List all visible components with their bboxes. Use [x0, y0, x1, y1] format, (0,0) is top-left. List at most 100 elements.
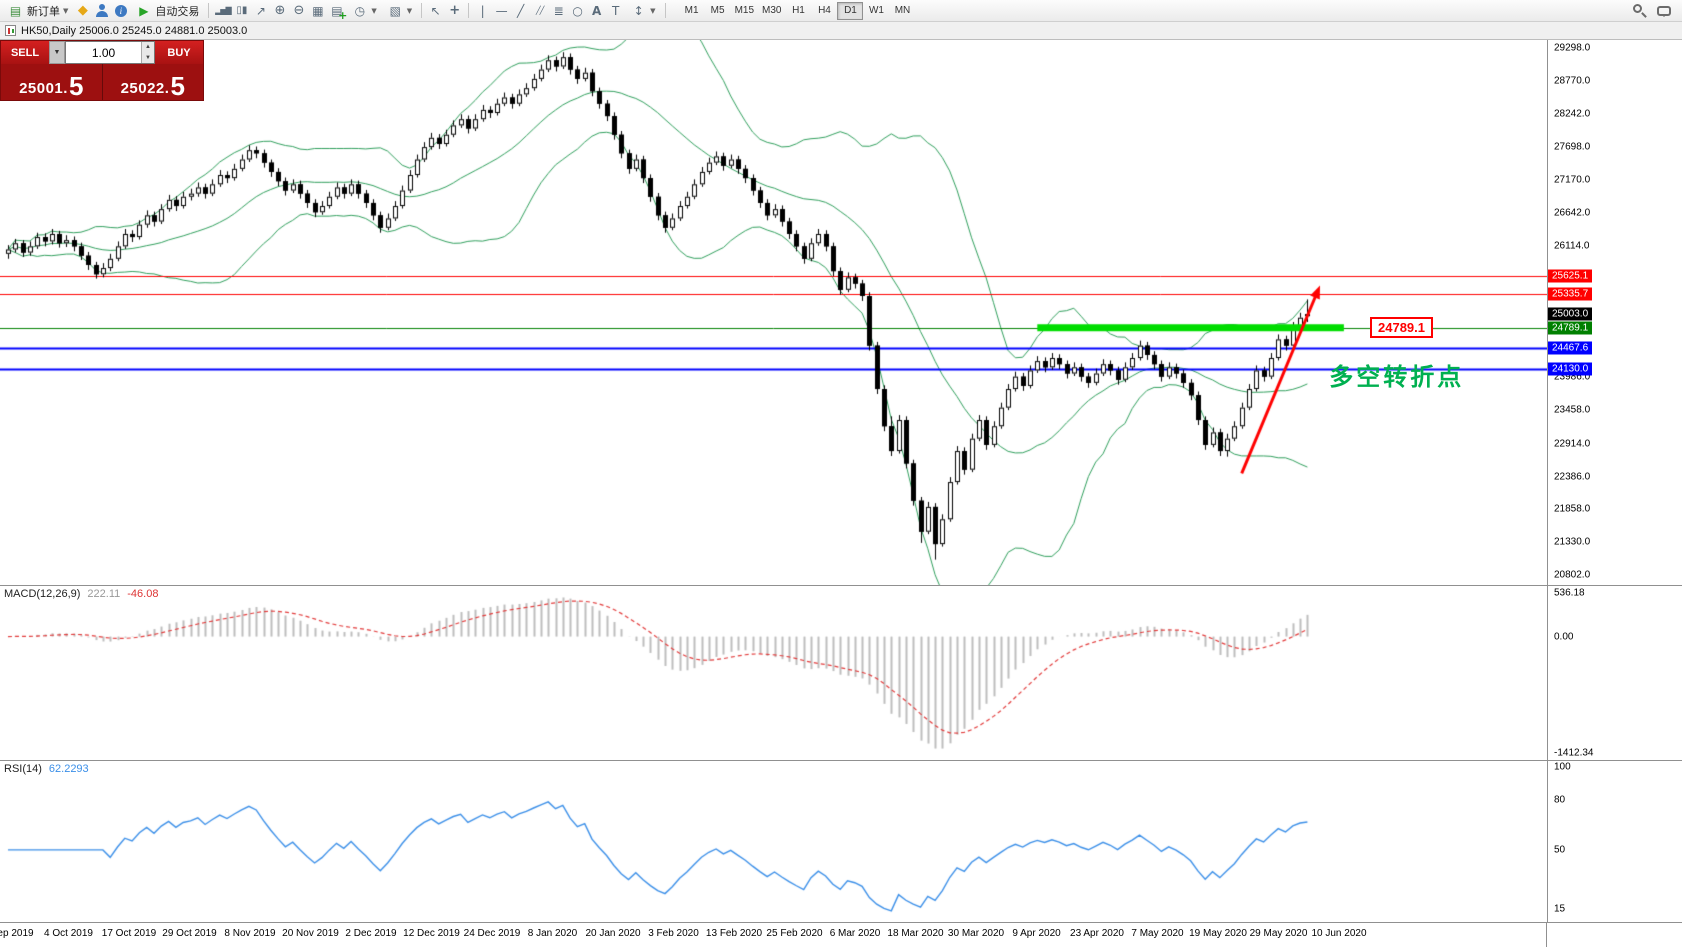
zoom-out-button[interactable]: ⊖ [293, 3, 305, 18]
price-scale-label: 22386.0 [1554, 471, 1591, 483]
price-scale-label: 28242.0 [1554, 108, 1591, 119]
zoom-in-button[interactable]: ⊕ [274, 3, 286, 18]
main-toolbar: ▤ 新订单 ▼ ◆ i ▶ 自动交易 ▂▅▇ ▯▮ ↗ ⊕ ⊖ ▦ ▤ + ◷ ▼… [0, 0, 1682, 22]
volume-input[interactable]: 1.00 ▲ ▼ [65, 41, 155, 64]
macd-scale[interactable]: 536.18 0.00 -1412.34 [1547, 586, 1682, 760]
bar-chart-button[interactable]: ▂▅▇ [214, 2, 232, 19]
arrows-button[interactable]: ↕ ▼ [626, 1, 659, 21]
buy-price-pip: 5 [170, 71, 185, 101]
chart-window-icon [5, 25, 16, 36]
time-axis-label: 2 Dec 2019 [345, 928, 397, 939]
info-icon[interactable]: i [112, 2, 129, 19]
price-scale-label: 23458.0 [1554, 404, 1591, 416]
tile-windows-button[interactable]: ▦ [312, 3, 324, 18]
price-scale-label: 26642.0 [1554, 207, 1591, 219]
macd-main-value: 222.11 [87, 588, 121, 600]
play-icon: ▶ [139, 3, 149, 18]
buy-price[interactable]: 25022. 5 [101, 64, 204, 101]
price-scale-label: 26114.0 [1554, 240, 1590, 251]
autotrading-button[interactable]: ▶ 自动交易 [131, 1, 203, 21]
macd-label: MACD(12,26,9) 222.11 -46.08 [4, 588, 158, 600]
vertical-line-button[interactable]: | [480, 3, 485, 18]
time-axis-label: 25 Feb 2020 [766, 928, 823, 939]
volume-down-icon[interactable]: ▼ [142, 52, 154, 63]
time-axis-label: 12 Dec 2019 [403, 928, 460, 939]
rsi-chart-canvas[interactable] [0, 761, 1547, 922]
timeframe-button-mn[interactable]: MN [894, 5, 911, 16]
chat-icon[interactable] [1657, 5, 1671, 17]
shapes-button[interactable]: ○ [572, 3, 583, 18]
macd-chart-canvas[interactable] [0, 586, 1547, 760]
time-axis-label: 20 Nov 2019 [282, 928, 339, 939]
new-order-label: 新订单 [27, 5, 60, 18]
scale-separator [1546, 923, 1547, 947]
search-icon[interactable] [1632, 3, 1647, 18]
text-label-button[interactable]: T [612, 3, 620, 18]
time-axis-label: 18 Mar 2020 [887, 928, 944, 939]
timeframe-button-w1[interactable]: W1 [868, 5, 884, 16]
chevron-down-icon: ▼ [406, 6, 413, 15]
volume-stepper[interactable]: ▲ ▼ [141, 42, 154, 63]
time-axis-label: 24 Dec 2019 [463, 928, 521, 939]
timeframe-button-m30[interactable]: M30 [762, 5, 782, 16]
channel-button[interactable]: ╱╱ [535, 6, 545, 15]
price-level-badge: 24789.1 [1548, 321, 1593, 335]
time-axis-label: 9 Apr 2020 [1012, 928, 1061, 939]
price-callout[interactable]: 24789.1 [1370, 316, 1433, 338]
add-indicator-button[interactable]: ▤ + [331, 3, 348, 23]
rsi-value: 62.2293 [48, 763, 89, 775]
time-axis-label: 3 Sep 2019 [0, 928, 34, 939]
time-axis-label: 19 May 2020 [1189, 928, 1247, 939]
market-icon[interactable]: ◆ [77, 3, 88, 18]
time-axis-label: 3 Feb 2020 [648, 928, 699, 939]
crosshair-button[interactable]: + [449, 3, 461, 18]
bar-chart-icon: ▂▅▇ [215, 6, 232, 15]
cursor-button[interactable]: ↖ [430, 3, 441, 18]
timeframe-button-m15[interactable]: M15 [734, 5, 755, 16]
time-axis-label: 8 Jan 2020 [527, 928, 578, 939]
buy-button[interactable]: BUY [155, 41, 203, 64]
rsi-scale-label: 100 [1554, 761, 1571, 773]
profile-icon[interactable] [93, 2, 110, 19]
line-chart-button[interactable]: ↗ [255, 3, 266, 18]
chart-area: 24789.1 多空转折点 29298.0 28770.0 28242.0 27698… [0, 40, 1682, 947]
templates-button[interactable]: ▧ ▼ [383, 1, 416, 21]
time-axis-label: 4 Oct 2019 [44, 928, 93, 939]
new-order-button[interactable]: ▤ 新订单 ▼ [3, 1, 72, 21]
candlestick-chart-button[interactable]: ▯▮ [236, 5, 248, 16]
volume-up-icon[interactable]: ▲ [142, 42, 154, 53]
time-axis[interactable]: 3 Sep 2019 4 Oct 2019 17 Oct 2019 29 Oct 20… [0, 923, 1682, 947]
timeframe-button-d1[interactable]: D1 [837, 1, 864, 20]
toolbar-separator [421, 3, 423, 18]
sell-price[interactable]: 25001. 5 [1, 64, 102, 100]
periods-button[interactable]: ◷ ▼ [347, 1, 380, 21]
sell-button[interactable]: SELL [1, 41, 49, 64]
price-scale[interactable]: 29298.0 28770.0 28242.0 27698.0 27170.0 26642… [1547, 40, 1682, 585]
price-level-badge: 25003.0 [1548, 307, 1593, 321]
rsi-scale-label: 80 [1554, 794, 1566, 806]
text-button[interactable]: A [592, 3, 602, 18]
price-level-badge: 25625.1 [1548, 269, 1593, 283]
macd-panel: MACD(12,26,9) 222.11 -46.08 536.18 0.00 -1… [0, 586, 1682, 761]
time-axis-label: 29 Oct 2019 [162, 928, 217, 939]
fibonacci-button[interactable]: ≣ [553, 3, 564, 18]
price-scale-label: 29298.0 [1554, 42, 1591, 54]
price-scale-label: 27170.0 [1554, 174, 1591, 186]
price-scale-label: 27698.0 [1554, 141, 1591, 153]
time-axis-label: 17 Oct 2019 [101, 928, 157, 939]
timeframe-button-h4[interactable]: H4 [818, 5, 831, 16]
time-axis-label: 6 Mar 2020 [829, 928, 881, 939]
clock-icon: ◷ [354, 3, 366, 18]
autotrading-label: 自动交易 [155, 5, 200, 18]
horizontal-line-button[interactable]: — [495, 3, 508, 18]
annotation-text[interactable]: 多空转折点 [1329, 363, 1465, 391]
rsi-scale-label: 50 [1554, 844, 1566, 856]
timeframe-button-m5[interactable]: M5 [710, 5, 725, 16]
timeframe-button-m1[interactable]: M1 [684, 5, 699, 16]
price-chart-canvas[interactable] [0, 40, 1547, 585]
price-level-badge: 24467.6 [1548, 341, 1593, 355]
timeframe-button-h1[interactable]: H1 [792, 5, 805, 16]
volume-dropdown-button[interactable]: ▼ [49, 41, 65, 64]
trendline-button[interactable]: ╱ [517, 3, 525, 18]
rsi-scale[interactable]: 100 80 50 15 [1547, 761, 1682, 922]
